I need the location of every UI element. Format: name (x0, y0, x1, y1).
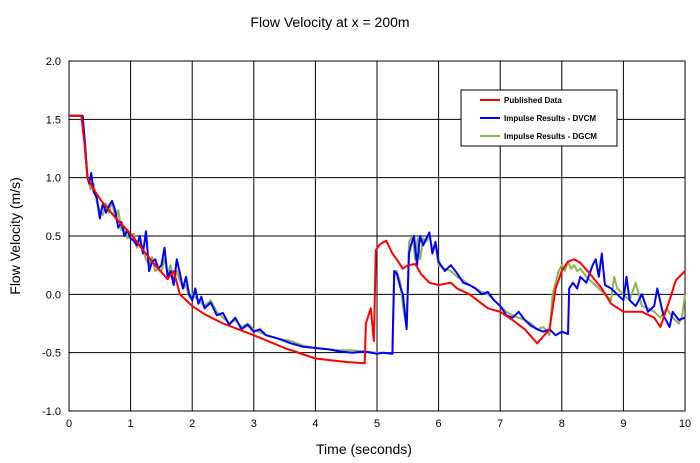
y-tick-label: 2.0 (46, 56, 61, 68)
y-tick-label: 0.0 (46, 289, 61, 301)
legend-label-dgcm: Impulse Results - DGCM (504, 132, 597, 141)
x-axis-label: Time (seconds) (316, 441, 412, 457)
x-tick-label: 5 (374, 418, 380, 430)
x-tick-label: 2 (189, 418, 195, 430)
y-tick-label: 0.5 (46, 231, 61, 243)
x-tick-label: 9 (620, 418, 626, 430)
y-axis-ticks: 2.0 1.5 1.0 0.5 0.0 -0.5 -1.0 (42, 56, 61, 418)
y-axis-label: Flow Velocity (m/s) (7, 177, 23, 294)
x-tick-label: 3 (251, 418, 257, 430)
series-line-0 (69, 114, 686, 365)
y-tick-label: -0.5 (42, 348, 61, 360)
x-tick-label: 8 (559, 418, 565, 430)
y-tick-label: 1.0 (46, 173, 61, 185)
legend-label-dvcm: Impulse Results - DVCM (504, 114, 596, 123)
chart-title: Flow Velocity at x = 200m (250, 14, 409, 30)
x-tick-label: 7 (497, 418, 503, 430)
y-tick-label: -1.0 (42, 406, 61, 418)
series-line-1 (69, 114, 686, 355)
x-tick-label: 4 (312, 418, 318, 430)
x-axis-ticks: 0 1 2 3 4 5 6 7 8 9 10 (66, 418, 691, 430)
legend: Published Data Impulse Results - DVCM Im… (460, 89, 618, 147)
legend-label-published: Published Data (504, 96, 562, 105)
x-tick-label: 0 (66, 418, 72, 430)
x-tick-label: 10 (679, 418, 691, 430)
y-tick-label: 1.5 (46, 114, 61, 126)
x-tick-label: 1 (128, 418, 134, 430)
x-tick-label: 6 (436, 418, 442, 430)
data-series (69, 114, 686, 365)
